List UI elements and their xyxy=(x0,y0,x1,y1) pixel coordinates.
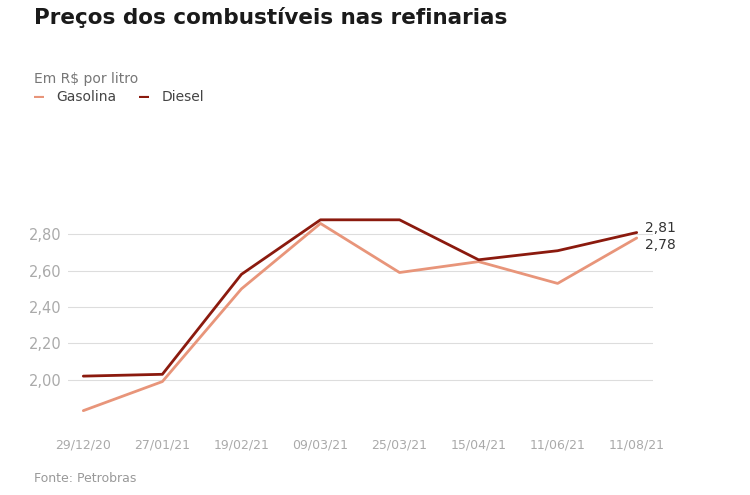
Text: Gasolina: Gasolina xyxy=(56,90,116,103)
Line: Diesel: Diesel xyxy=(83,220,637,376)
Gasolina xyxy=(395,270,404,276)
Text: Diesel: Diesel xyxy=(161,90,204,103)
Text: Preços dos combustíveis nas refinarias: Preços dos combustíveis nas refinarias xyxy=(34,7,507,28)
Text: —: — xyxy=(34,88,44,105)
Text: 2,78: 2,78 xyxy=(645,238,676,252)
Diesel xyxy=(316,217,325,223)
Line: Gasolina: Gasolina xyxy=(83,223,637,411)
Diesel xyxy=(474,257,483,263)
Diesel xyxy=(395,217,404,223)
Text: Em R$ por litro: Em R$ por litro xyxy=(34,72,138,86)
Text: —: — xyxy=(139,88,148,105)
Gasolina xyxy=(79,408,88,414)
Gasolina xyxy=(554,281,562,287)
Diesel xyxy=(554,248,562,253)
Diesel xyxy=(237,271,246,277)
Gasolina xyxy=(158,379,166,385)
Text: Fonte: Petrobras: Fonte: Petrobras xyxy=(34,472,136,485)
Gasolina xyxy=(237,286,246,292)
Diesel xyxy=(158,371,166,377)
Gasolina xyxy=(316,220,325,226)
Gasolina xyxy=(474,259,483,265)
Diesel xyxy=(632,230,641,236)
Text: 2,81: 2,81 xyxy=(645,221,676,235)
Diesel xyxy=(79,373,88,379)
Gasolina xyxy=(632,235,641,241)
